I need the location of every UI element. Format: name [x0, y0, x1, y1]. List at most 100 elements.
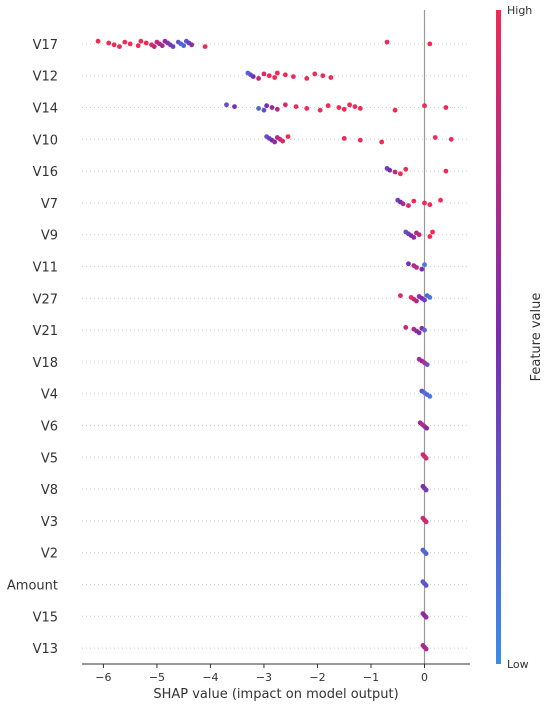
- feature-label-v6: V6: [41, 420, 58, 435]
- shap-point-v11: [406, 261, 411, 267]
- shap-point-v17: [384, 39, 390, 45]
- feature-label-v7: V7: [41, 197, 58, 212]
- shap-point-v7: [422, 200, 427, 206]
- shap-point-v14: [269, 105, 275, 110]
- shap-point-v10: [341, 136, 347, 141]
- shap-point-v14: [261, 107, 267, 113]
- feature-label-v8: V8: [41, 483, 58, 498]
- shap-point-v12: [250, 74, 256, 79]
- shap-point-v17: [117, 44, 122, 49]
- feature-label-v16: V16: [33, 165, 58, 180]
- shap-point-v14: [357, 106, 363, 111]
- shap-point-v14: [293, 104, 299, 109]
- shap-point-v27: [414, 298, 419, 304]
- shap-point-v14: [282, 102, 288, 108]
- shap-point-v14: [304, 106, 310, 111]
- x-tick-label: 0: [421, 671, 428, 684]
- feature-label-v15: V15: [33, 610, 58, 625]
- shap-point-v14: [264, 103, 270, 109]
- feature-label-v11: V11: [33, 261, 58, 276]
- shap-point-v12: [261, 71, 267, 77]
- shap-point-amount: [423, 583, 429, 588]
- shap-point-v14: [256, 106, 262, 111]
- shap-point-v15: [423, 614, 429, 620]
- shap-point-v10: [285, 134, 291, 140]
- x-tick-label: −1: [363, 671, 379, 684]
- shap-point-v7: [438, 197, 443, 203]
- shap-point-v17: [170, 44, 176, 49]
- shap-point-v7: [411, 198, 417, 204]
- x-axis-label: SHAP value (impact on model output): [153, 687, 398, 702]
- shap-point-v8: [423, 487, 429, 493]
- shap-point-v2: [423, 551, 429, 556]
- shap-point-v17: [95, 38, 101, 44]
- shap-point-v21: [403, 325, 409, 330]
- shap-point-v10: [272, 139, 278, 145]
- shap-point-v12: [290, 74, 296, 79]
- colorbar-high-label: High: [507, 4, 532, 17]
- shap-point-v12: [304, 76, 310, 81]
- shap-point-v6: [424, 425, 430, 431]
- shap-point-v17: [138, 38, 144, 44]
- shap-point-v21: [416, 330, 422, 336]
- shap-point-v17: [151, 44, 157, 49]
- shap-point-v16: [443, 168, 449, 174]
- feature-label-amount: Amount: [7, 579, 58, 594]
- feature-label-v18: V18: [33, 356, 58, 371]
- shap-point-v17: [135, 43, 141, 49]
- shap-point-v9: [427, 234, 433, 239]
- feature-label-v3: V3: [41, 515, 58, 530]
- shap-point-v14: [336, 105, 342, 110]
- feature-label-v17: V17: [33, 38, 58, 53]
- shap-point-v10: [357, 137, 363, 143]
- shap-point-v10: [280, 138, 286, 144]
- shap-point-v9: [416, 232, 422, 238]
- shap-point-v12: [274, 70, 280, 76]
- shap-point-v7: [400, 201, 406, 207]
- shap-point-v12: [312, 71, 318, 77]
- feature-label-v12: V12: [33, 70, 58, 85]
- shap-point-v18: [424, 362, 430, 367]
- shap-point-v13: [423, 646, 429, 652]
- shap-point-v9: [430, 229, 435, 235]
- shap-point-v21: [422, 327, 427, 333]
- shap-point-v16: [403, 166, 409, 172]
- shap-point-v12: [320, 73, 326, 79]
- shap-point-v16: [392, 169, 398, 175]
- row-gridlines: [82, 43, 470, 649]
- shap-point-v12: [282, 72, 288, 78]
- shap-point-v16: [387, 167, 393, 173]
- colorbar-title: Feature value: [529, 293, 544, 382]
- shap-point-v17: [111, 42, 117, 48]
- shap-point-v14: [422, 103, 427, 109]
- shap-point-v17: [427, 41, 433, 47]
- shap-point-v17: [181, 43, 187, 49]
- shap-point-v14: [232, 104, 237, 109]
- shap-point-v10: [448, 136, 454, 142]
- shap-point-v7: [427, 202, 433, 208]
- shap-point-v4: [427, 394, 433, 399]
- colorbar-gradient: [496, 10, 501, 664]
- feature-label-v5: V5: [41, 451, 58, 466]
- shap-point-v10: [379, 139, 385, 145]
- shap-point-v17: [122, 39, 128, 45]
- shap-point-v27: [422, 297, 427, 303]
- shap-point-v14: [347, 102, 352, 108]
- shap-point-v17: [106, 40, 112, 46]
- x-tick-label: −6: [95, 671, 111, 684]
- feature-label-v27: V27: [33, 292, 58, 307]
- shap-point-v10: [432, 135, 438, 140]
- shap-point-v12: [272, 75, 278, 80]
- shap-point-v12: [266, 73, 272, 79]
- x-axis-ticks: −6 −5 −4 −3 −2 −1 0: [95, 664, 428, 684]
- shap-point-v5: [423, 455, 429, 461]
- feature-label-v10: V10: [33, 133, 58, 148]
- shap-point-v14: [443, 105, 449, 110]
- feature-label-v2: V2: [41, 547, 58, 562]
- colorbar: High Low Feature value: [496, 4, 544, 671]
- shap-point-v27: [427, 295, 433, 300]
- feature-label-v21: V21: [33, 324, 58, 339]
- shap-point-v11: [422, 262, 427, 268]
- shap-point-v14: [274, 106, 280, 112]
